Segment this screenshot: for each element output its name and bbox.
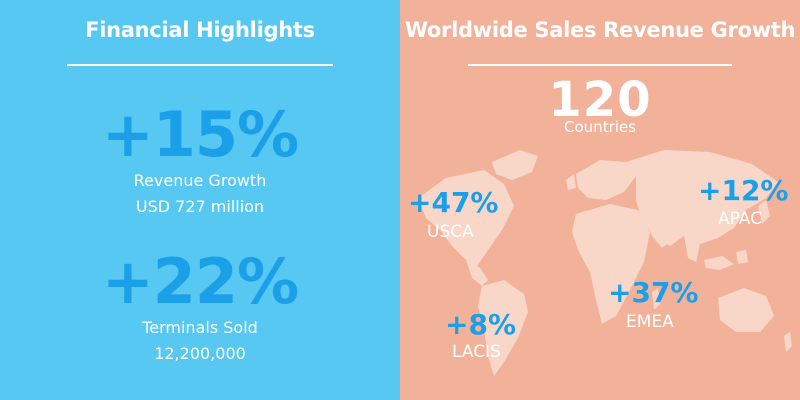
emea-label: EMEA [626,312,674,332]
financial-highlights-title: Financial Highlights [85,18,315,42]
countries-count: 120 [548,72,652,128]
title-divider [67,64,333,66]
apac-label: APAC [718,209,762,229]
countries-label: Countries [564,118,636,136]
terminals-sold-label: Terminals Sold [142,318,258,337]
terminals-sold-count: 12,200,000 [154,344,246,363]
usca-growth-value: +47% [408,186,499,219]
lacis-growth-value: +8% [445,308,516,341]
terminals-sold-value: +22% [101,245,299,318]
world-map-icon [418,150,792,376]
sales-growth-panel: Worldwide Sales Revenue Growth [400,0,800,400]
financial-highlights-panel: Financial Highlights +15% Revenue Growth… [0,0,400,400]
lacis-label: LACIS [452,342,501,362]
revenue-growth-value: +15% [101,98,299,171]
sales-growth-title: Worldwide Sales Revenue Growth [404,18,796,42]
usca-label: USCA [427,222,474,242]
emea-growth-value: +37% [608,276,699,309]
apac-growth-value: +12% [698,174,789,207]
revenue-growth-label: Revenue Growth [133,171,267,190]
title-divider [468,64,732,66]
revenue-amount: USD 727 million [135,197,265,216]
